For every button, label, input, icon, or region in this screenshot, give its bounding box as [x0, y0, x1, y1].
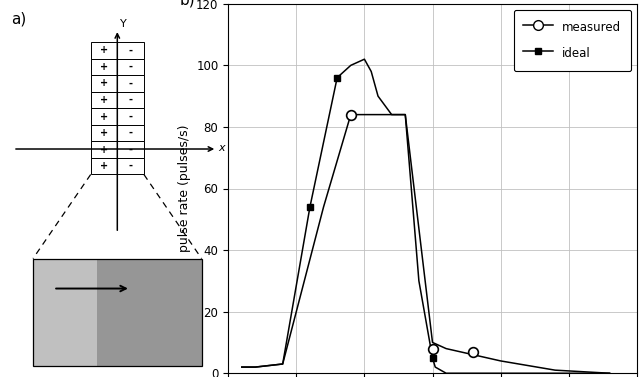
- Bar: [91, 141, 117, 158]
- Text: -: -: [129, 161, 132, 171]
- Text: x: x: [218, 143, 225, 153]
- Bar: [117, 108, 144, 125]
- Text: -: -: [129, 62, 132, 72]
- Bar: [33, 259, 202, 366]
- Text: +: +: [100, 145, 108, 155]
- Bar: [117, 158, 144, 175]
- Text: -: -: [129, 112, 132, 121]
- Bar: [117, 42, 144, 58]
- Bar: [33, 259, 97, 366]
- Bar: [91, 42, 117, 58]
- Text: +: +: [100, 112, 108, 121]
- Y-axis label: pulse rate (pulses/s): pulse rate (pulses/s): [177, 125, 191, 252]
- Text: +: +: [100, 128, 108, 138]
- Bar: [91, 92, 117, 108]
- Text: +: +: [100, 78, 108, 88]
- Bar: [91, 125, 117, 141]
- Bar: [91, 108, 117, 125]
- Bar: [117, 141, 144, 158]
- Text: -: -: [129, 145, 132, 155]
- Text: -: -: [129, 128, 132, 138]
- Text: -: -: [129, 95, 132, 105]
- Bar: [117, 92, 144, 108]
- Legend: measured, ideal: measured, ideal: [514, 10, 631, 71]
- Bar: [117, 125, 144, 141]
- Bar: [91, 75, 117, 92]
- Bar: [117, 75, 144, 92]
- Text: -: -: [129, 45, 132, 55]
- Text: Y: Y: [120, 19, 126, 29]
- Text: b): b): [179, 0, 195, 8]
- Text: -: -: [129, 78, 132, 88]
- Bar: [97, 259, 202, 366]
- Bar: [117, 58, 144, 75]
- Bar: [91, 58, 117, 75]
- Bar: [91, 158, 117, 175]
- Text: +: +: [100, 62, 108, 72]
- Text: +: +: [100, 95, 108, 105]
- Text: +: +: [100, 45, 108, 55]
- Text: a): a): [11, 11, 26, 26]
- Text: +: +: [100, 161, 108, 171]
